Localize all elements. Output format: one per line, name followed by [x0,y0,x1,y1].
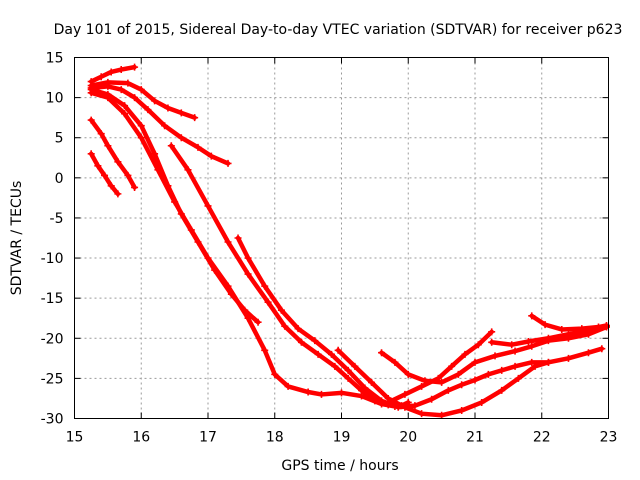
series-track-7 [87,89,399,410]
series-track-5 [87,150,122,198]
series-line [88,64,137,84]
series-track-9 [234,234,606,411]
y-tick-label: 10 [46,91,64,107]
series-line [88,117,137,190]
tick-labels: 15 16 17 18 19 20 21 22 23 -30 -25 -20 -15 -10 -5 0 5 10 1… [41,51,618,446]
x-tick-label: 21 [466,430,484,446]
series-track-10 [334,346,552,419]
y-tick-label: 5 [55,131,64,147]
x-tick-label: 18 [266,430,284,446]
plus-markers [528,312,610,333]
series-track-4 [87,116,139,191]
plus-markers [87,63,139,86]
y-tick-label: 15 [46,51,64,67]
x-tick-label: 15 [66,430,84,446]
plus-markers [87,150,122,198]
data-series [87,63,610,419]
plus-markers [384,328,496,406]
y-tick-label: 0 [55,171,64,187]
x-tick-label: 20 [399,430,417,446]
series-track-14 [528,312,610,333]
x-tick-label: 22 [533,430,551,446]
y-tick-label: -25 [41,371,64,387]
y-tick-label: -15 [41,291,64,307]
series-line [169,143,411,408]
series-line [385,329,494,405]
plot-frame [74,57,609,419]
x-tick-label: 19 [333,430,351,446]
y-tick-label: -30 [41,412,64,428]
y-axis-label: SDTVAR / TECUs [9,181,25,296]
plus-markers [167,142,412,410]
plus-markers [87,116,139,191]
series-track-1 [87,63,139,86]
chart-title: Day 101 of 2015, Sidereal Day-to-day VTE… [54,22,623,38]
x-tick-label: 23 [600,430,618,446]
series-track-12 [384,328,496,406]
grid-lines [74,57,609,419]
series-line [235,235,605,410]
x-tick-label: 17 [199,430,217,446]
x-axis-label: GPS time / hours [281,458,398,474]
y-tick-label: -10 [41,251,64,267]
x-tick-label: 16 [132,430,150,446]
plus-markers [234,234,606,411]
y-tick-label: -5 [50,211,64,227]
series-line [88,84,231,166]
plus-markers [87,89,399,410]
y-tick-label: -20 [41,331,64,347]
series-track-8 [167,142,412,410]
plus-markers [334,346,552,419]
